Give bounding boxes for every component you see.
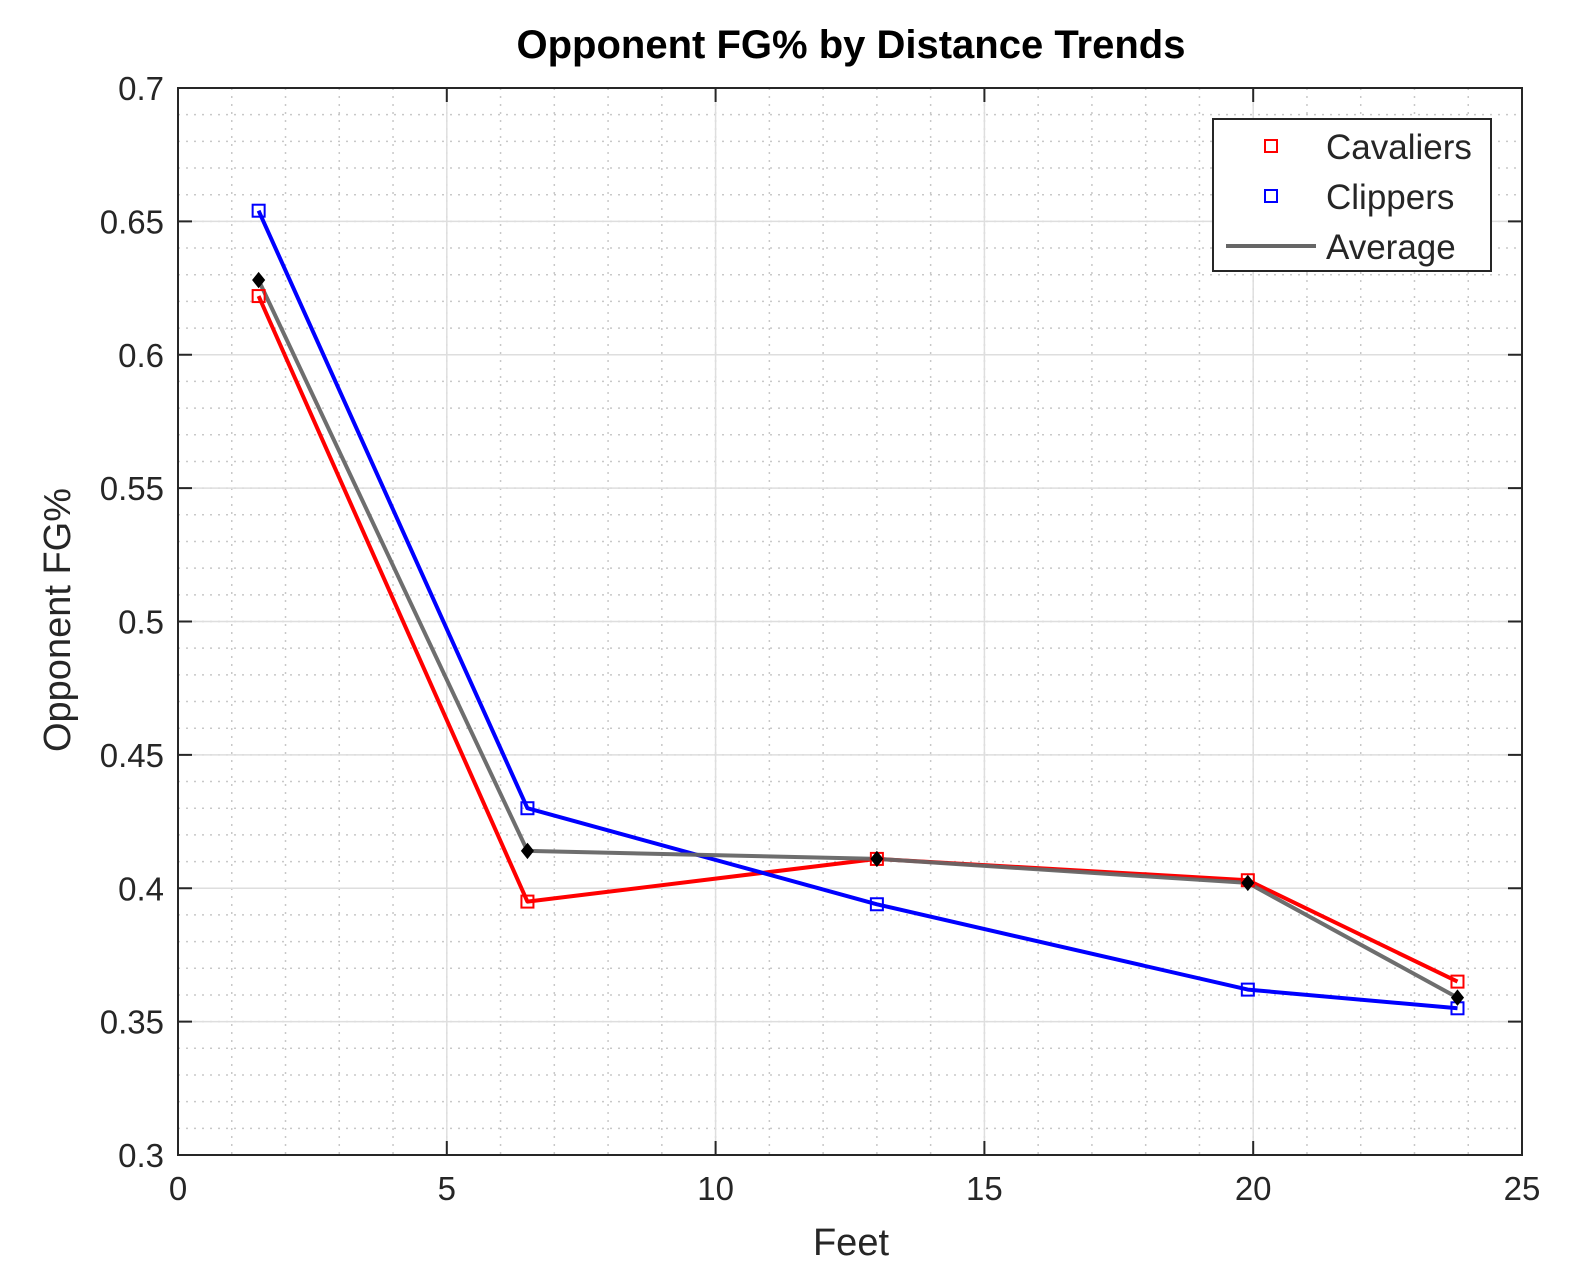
data-point-clippers xyxy=(251,203,266,218)
x-tick-label: 25 xyxy=(1504,1170,1541,1207)
y-tick-label: 0.6 xyxy=(118,337,164,374)
data-point-average xyxy=(520,842,535,860)
data-point-cavaliers xyxy=(251,289,266,304)
data-point-average xyxy=(252,271,266,289)
axis-ticks: 0 5 10 15 20 25 0.3 0.35 0.4 0.45 0.5 0.55 0.6 0.65 0.… xyxy=(100,70,1541,1207)
x-axis-label: Feet xyxy=(813,1222,889,1264)
x-tick-label: 5 xyxy=(438,1170,456,1207)
data-point-clippers xyxy=(869,897,884,912)
legend: Cavaliers Clippers Average xyxy=(1212,118,1492,272)
series-layer xyxy=(251,203,1465,1016)
chart-title: Opponent FG% by Distance Trends xyxy=(517,23,1186,67)
y-tick-label: 0.45 xyxy=(100,737,164,774)
y-tick-label: 0.5 xyxy=(118,604,164,641)
legend-cavaliers-swatch xyxy=(1264,139,1278,153)
series-line-clippers xyxy=(256,209,1458,1011)
x-tick-label: 20 xyxy=(1235,1170,1272,1207)
y-tick-label: 0.65 xyxy=(100,203,164,240)
legend-clippers-label: Clippers xyxy=(1326,178,1454,217)
y-axis-label: Opponent FG% xyxy=(37,488,79,752)
legend-cavaliers-label: Cavaliers xyxy=(1326,128,1472,167)
data-point-cavaliers xyxy=(520,894,535,909)
x-tick-label: 15 xyxy=(966,1170,1003,1207)
x-tick-label: 0 xyxy=(169,1170,187,1207)
data-point-clippers xyxy=(1240,982,1255,997)
legend-clippers-swatch xyxy=(1264,189,1278,203)
data-point-average xyxy=(1241,874,1255,892)
y-tick-label: 0.7 xyxy=(118,70,164,107)
minor-grid xyxy=(177,87,1523,1156)
data-point-clippers xyxy=(520,801,535,816)
data-point-cavaliers xyxy=(1450,974,1465,989)
y-tick-label: 0.35 xyxy=(100,1004,164,1041)
x-tick-label: 10 xyxy=(697,1170,734,1207)
y-tick-label: 0.4 xyxy=(118,870,164,907)
legend-average-label: Average xyxy=(1326,228,1456,267)
y-tick-label: 0.3 xyxy=(118,1137,164,1174)
y-tick-label: 0.55 xyxy=(100,470,164,507)
data-point-average xyxy=(1450,989,1465,1006)
data-point-average xyxy=(870,850,884,868)
